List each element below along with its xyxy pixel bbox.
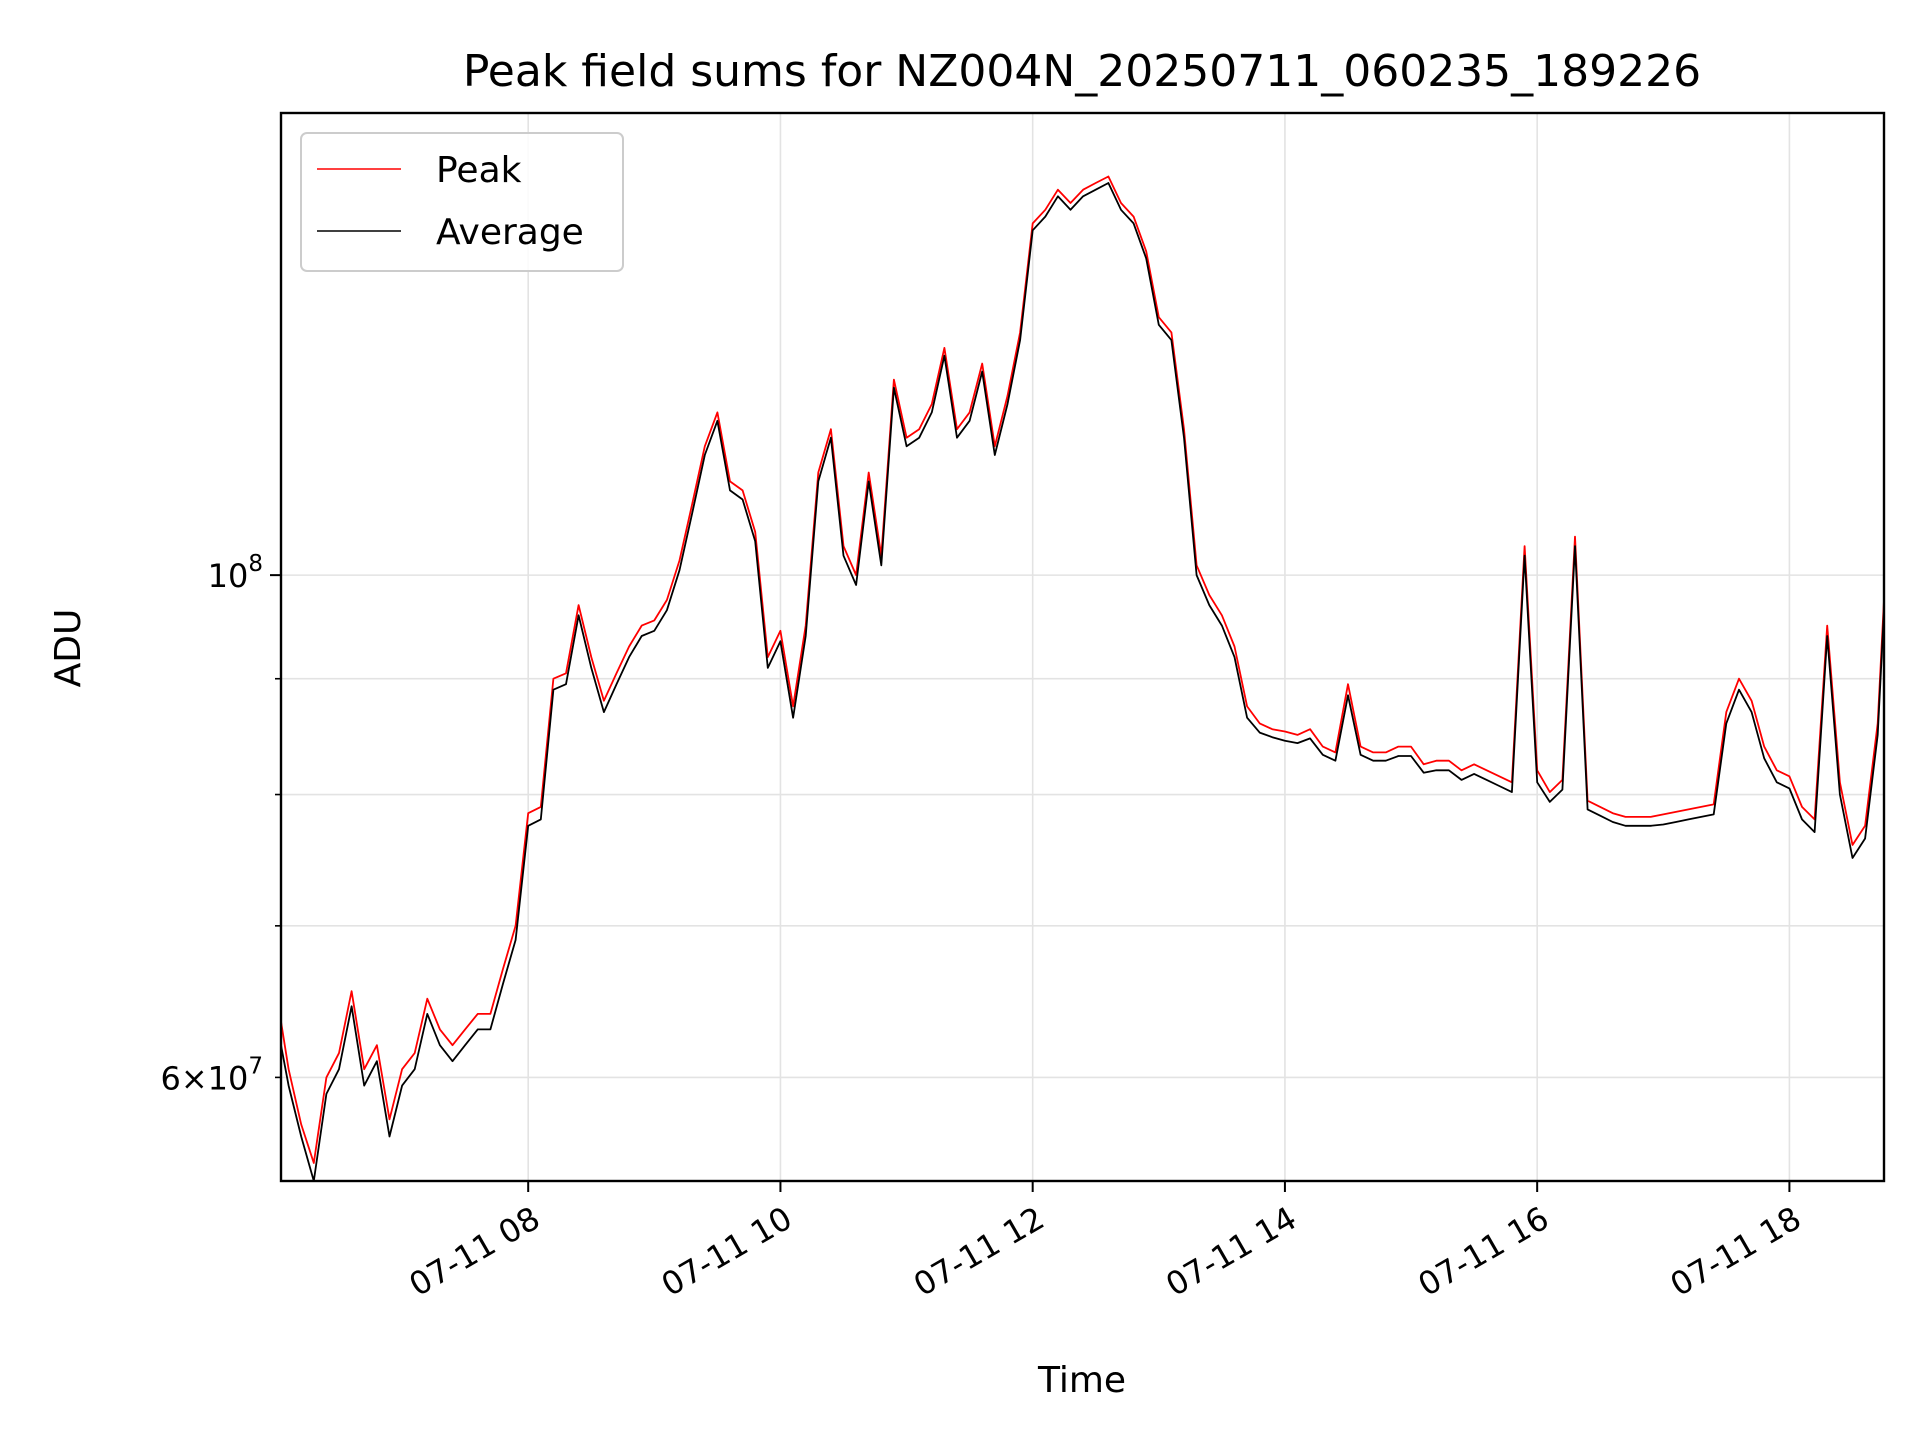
grid	[281, 113, 1884, 1181]
legend-peak-label: Peak	[436, 150, 522, 191]
legend-box	[300, 132, 624, 272]
series-layer	[281, 175, 1884, 1181]
chart-title: Peak field sums for NZ004N_20250711_0602…	[463, 46, 1701, 97]
y-minor-tick-label: 6×107	[160, 1053, 263, 1097]
y-axis-label: ADU	[48, 609, 89, 688]
series-line-peak	[281, 175, 1884, 1164]
x-axis-label: Time	[1037, 1360, 1126, 1401]
series-line-average	[281, 182, 1884, 1181]
legend: Peak Average	[300, 132, 624, 272]
plot-frame	[279, 111, 1886, 1183]
legend-average-label: Average	[436, 212, 584, 253]
